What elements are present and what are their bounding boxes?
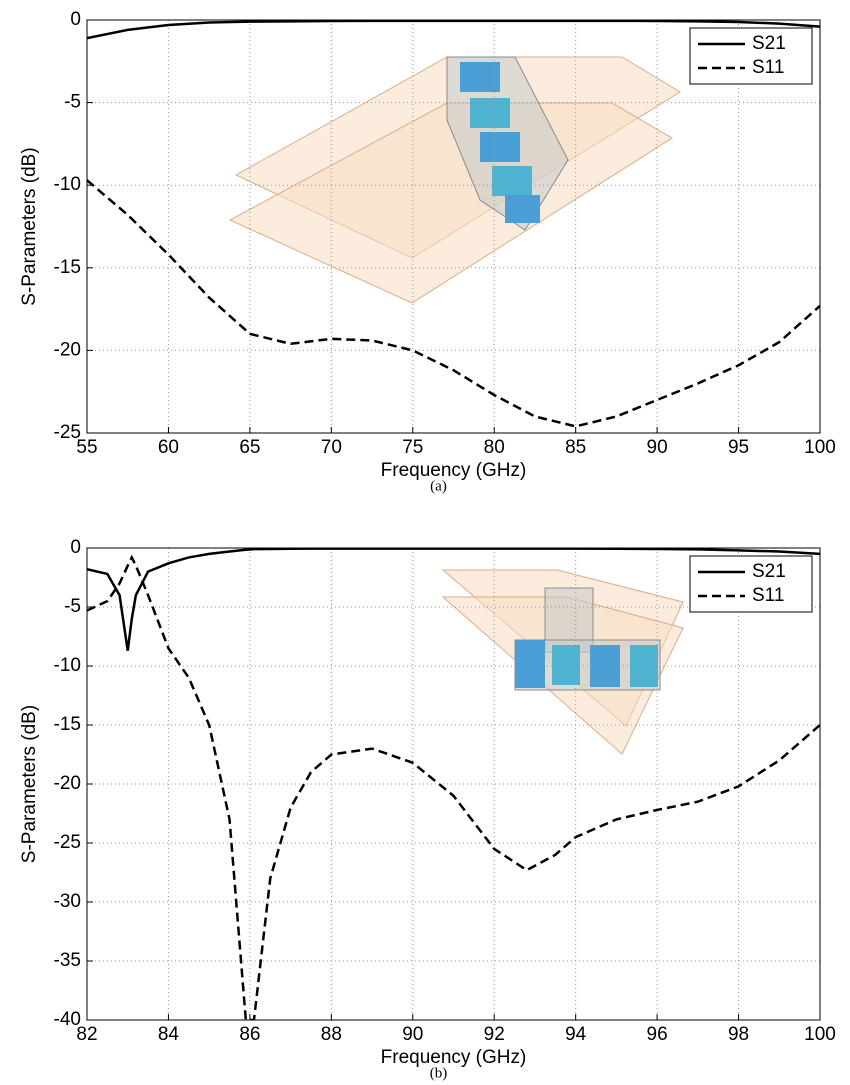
legend-label: S21 <box>752 561 786 582</box>
x-tick-label: 92 <box>484 1024 505 1045</box>
inset-field <box>480 132 520 162</box>
y-tick-label: -25 <box>54 422 81 443</box>
y-tick-label: -10 <box>54 655 81 676</box>
x-tick-label: 60 <box>158 437 179 458</box>
legend-label: S11 <box>752 585 784 606</box>
legend-label: S11 <box>752 57 784 78</box>
x-tick-label: 96 <box>647 1024 668 1045</box>
x-tick-label: 98 <box>728 1024 749 1045</box>
x-axis-label: Frequency (GHz) <box>381 460 527 481</box>
plot-frame <box>87 548 820 1020</box>
inset-b <box>443 570 683 754</box>
legend-box <box>690 556 812 612</box>
y-tick-label: 0 <box>70 9 81 30</box>
series-line <box>87 557 820 1020</box>
inset-field <box>515 640 545 688</box>
x-tick-label: 90 <box>402 1024 423 1045</box>
legend-label: S21 <box>752 33 786 54</box>
inset-field <box>505 195 540 223</box>
y-tick-label: -10 <box>54 174 81 195</box>
y-axis-label: S-Parameters (dB) <box>19 705 40 863</box>
legend-box <box>690 28 812 84</box>
figure: 556065707580859095100-25-20-15-10-50Freq… <box>0 0 850 1085</box>
x-tick-label: 100 <box>804 1024 836 1045</box>
y-tick-label: -20 <box>54 339 81 360</box>
y-tick-label: 0 <box>70 537 81 558</box>
y-tick-label: -35 <box>54 950 81 971</box>
x-tick-label: 100 <box>804 437 836 458</box>
caption: (b) <box>430 1065 448 1081</box>
x-tick-label: 94 <box>565 1024 587 1045</box>
y-tick-label: -5 <box>64 596 81 617</box>
caption: (a) <box>430 478 447 494</box>
x-tick-label: 75 <box>402 437 423 458</box>
y-tick-label: -15 <box>54 257 81 278</box>
y-tick-label: -25 <box>54 832 81 853</box>
y-tick-label: -40 <box>54 1009 81 1030</box>
x-tick-label: 85 <box>565 437 586 458</box>
y-tick-label: -30 <box>54 891 81 912</box>
x-tick-label: 88 <box>321 1024 342 1045</box>
x-axis-label: Frequency (GHz) <box>381 1047 527 1068</box>
y-axis-label: S-Parameters (dB) <box>19 147 40 305</box>
y-tick-label: -5 <box>64 92 81 113</box>
y-tick-label: -15 <box>54 714 81 735</box>
inset-plane <box>230 103 672 303</box>
inset-field <box>492 166 532 196</box>
x-tick-label: 80 <box>484 437 505 458</box>
x-tick-label: 95 <box>728 437 749 458</box>
x-tick-label: 86 <box>239 1024 260 1045</box>
x-tick-label: 90 <box>647 437 668 458</box>
y-tick-label: -20 <box>54 773 81 794</box>
x-tick-label: 70 <box>321 437 342 458</box>
x-tick-label: 65 <box>239 437 260 458</box>
x-tick-label: 84 <box>158 1024 180 1045</box>
inset-a <box>230 57 680 303</box>
